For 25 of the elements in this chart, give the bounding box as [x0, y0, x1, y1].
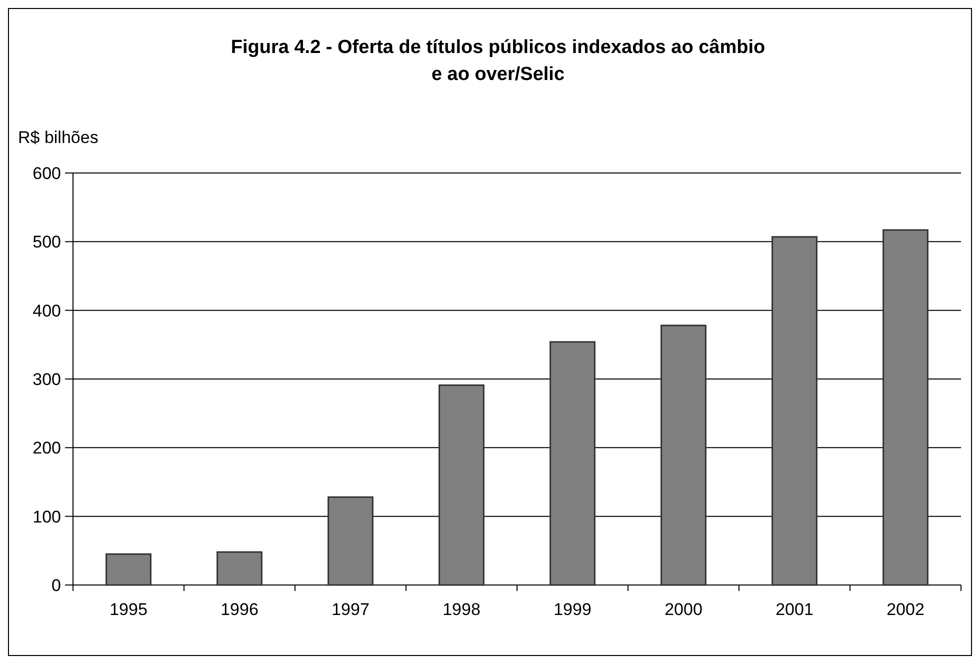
bar — [438, 384, 484, 586]
bar — [550, 341, 596, 586]
x-tick-label: 1996 — [220, 600, 258, 619]
x-tick-label: 1995 — [110, 600, 148, 619]
y-tick-label: 500 — [32, 232, 61, 252]
y-tick-label: 300 — [32, 370, 61, 389]
bar — [772, 236, 818, 586]
x-tick-label: 2000 — [664, 600, 702, 619]
y-tick-label: 200 — [32, 438, 61, 458]
x-tick-label: 2001 — [776, 600, 814, 619]
bar — [882, 229, 928, 586]
chart-title: Figura 4.2 - Oferta de títulos públicos indexados ao câmbio e ao over/Selic — [230, 37, 766, 85]
bar — [216, 551, 262, 586]
x-tick-label: 1998 — [442, 600, 480, 619]
y-tick-label: 400 — [32, 301, 61, 320]
y-tick-label: 600 — [32, 164, 61, 183]
y-tick-label: 0 — [52, 576, 61, 595]
x-tick-label: 1999 — [554, 600, 592, 619]
x-tick-label: 1997 — [332, 600, 370, 619]
x-tick-label: 2002 — [886, 600, 924, 619]
bar — [660, 324, 706, 586]
bar — [328, 496, 374, 586]
y-axis-title: R$ bilhões — [18, 128, 98, 147]
y-tick-label: 100 — [32, 507, 61, 526]
bar — [106, 553, 152, 586]
